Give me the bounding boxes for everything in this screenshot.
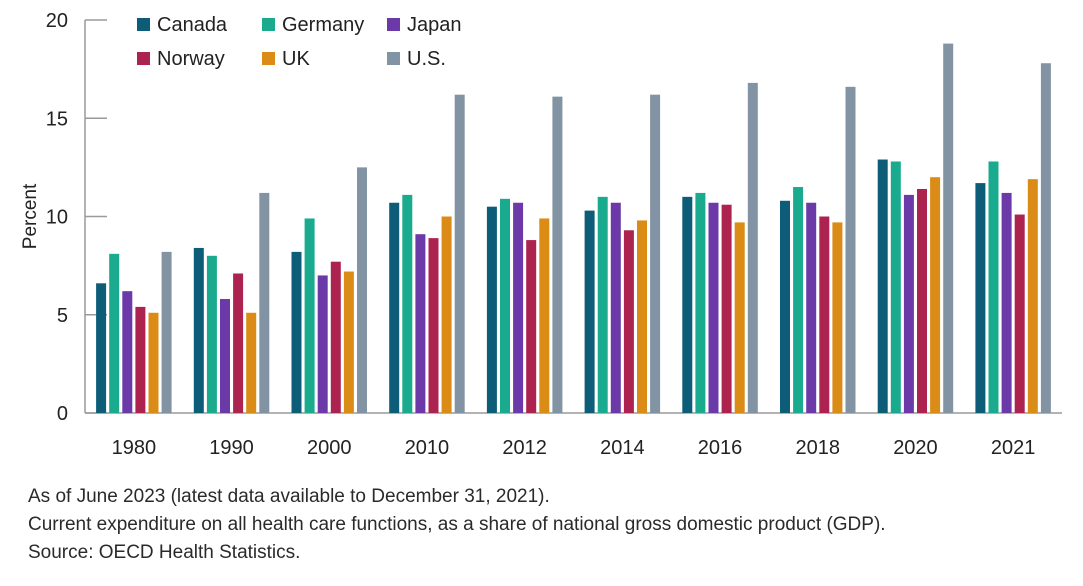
bar-canada-2010 [389, 202, 400, 413]
legend-swatch [262, 18, 275, 31]
bar-us-2012 [552, 96, 563, 413]
health-expenditure-chart: 0 5 10 15 20 Percent 1980 1990 2000 2010 2012 2014… [20, 10, 1062, 459]
bar-canada-1990 [193, 247, 204, 413]
bar-uk-2000 [343, 271, 354, 413]
bar-uk-2020 [930, 177, 941, 413]
bar-japan-2018 [806, 202, 817, 413]
bar-japan-2010 [415, 234, 426, 413]
bar-uk-2021 [1027, 179, 1038, 413]
legend: Canada Germany Japan Norway UK U.S. [137, 14, 462, 70]
bar-us-2018 [845, 86, 856, 413]
y-axis: 0 5 10 15 20 Percent [20, 10, 107, 425]
bar-norway-2018 [819, 216, 830, 413]
legend-label: U.S. [407, 48, 446, 70]
bar-us-2010 [454, 94, 465, 414]
x-tick-label: 2000 [307, 437, 352, 459]
bar-norway-2021 [1014, 214, 1025, 413]
x-tick-label: 2014 [600, 437, 645, 459]
bar-germany-2021 [988, 161, 999, 413]
bar-canada-1980 [96, 283, 107, 413]
x-tick-label: 2021 [991, 437, 1036, 459]
bar-norway-2010 [428, 238, 439, 413]
bar-us-2016 [747, 82, 758, 413]
bar-germany-2018 [793, 187, 804, 413]
bar-us-1990 [259, 192, 270, 413]
x-tick-label: 2010 [405, 437, 450, 459]
bar-us-2020 [943, 43, 954, 414]
legend-label: UK [282, 48, 310, 70]
y-tick-label: 10 [46, 207, 68, 229]
x-axis: 1980 1990 2000 2010 2012 2014 2016 2018 2020 2021 [85, 412, 1062, 459]
bar-germany-2014 [597, 196, 608, 413]
footnote-source: Source: OECD Health Statistics. [28, 542, 301, 563]
bar-uk-2010 [441, 216, 452, 413]
bar-japan-2012 [513, 202, 524, 413]
legend-label: Germany [282, 14, 364, 36]
bar-canada-2016 [682, 196, 693, 413]
legend-label: Japan [407, 14, 462, 36]
bar-germany-2010 [402, 194, 413, 413]
bar-japan-1980 [122, 291, 133, 413]
bar-canada-2014 [584, 210, 595, 413]
x-tick-label: 1990 [209, 437, 254, 459]
bar-japan-2014 [610, 202, 621, 413]
y-tick-label: 5 [57, 305, 68, 327]
bar-norway-2000 [330, 261, 341, 413]
bar-japan-2000 [317, 275, 328, 413]
bar-norway-2014 [623, 230, 634, 413]
bar-germany-2016 [695, 192, 706, 413]
bar-norway-2012 [526, 240, 537, 413]
bar-norway-1980 [135, 306, 146, 413]
bar-japan-1990 [220, 299, 230, 413]
x-tick-label: 2016 [698, 437, 743, 459]
bar-norway-2016 [721, 204, 732, 413]
bar-japan-2020 [903, 194, 914, 413]
x-tick-label: 2012 [502, 437, 547, 459]
bar-canada-2012 [486, 206, 497, 413]
footnote-definition: Current expenditure on all health care f… [28, 514, 886, 535]
legend-label: Norway [157, 48, 225, 70]
bar-canada-2000 [291, 251, 302, 413]
legend-swatch [137, 18, 150, 31]
bars [96, 43, 1051, 414]
bar-us-2014 [650, 94, 661, 414]
footnote-date: As of June 2023 (latest data available t… [28, 486, 550, 507]
x-tick-label: 2020 [893, 437, 938, 459]
y-tick-label: 0 [57, 403, 68, 425]
legend-swatch [387, 52, 400, 65]
bar-germany-2012 [500, 198, 510, 413]
bar-us-2000 [357, 167, 367, 413]
bar-uk-1980 [148, 312, 159, 413]
bar-us-1980 [161, 251, 172, 413]
bar-germany-2000 [304, 218, 315, 413]
x-tick-label: 1980 [112, 437, 157, 459]
bar-germany-1980 [109, 253, 120, 413]
bar-canada-2018 [780, 200, 790, 413]
bar-uk-2016 [734, 222, 745, 413]
bar-japan-2016 [708, 202, 719, 413]
bar-canada-2020 [877, 159, 888, 413]
bar-germany-2020 [890, 161, 901, 413]
bar-us-2021 [1040, 63, 1051, 413]
legend-swatch [387, 18, 400, 31]
x-tick-label: 2018 [796, 437, 841, 459]
bar-germany-1990 [206, 255, 217, 413]
y-tick-label: 20 [46, 10, 68, 32]
legend-swatch [137, 52, 150, 65]
bar-canada-2021 [975, 183, 986, 413]
y-axis-title: Percent [20, 183, 41, 249]
y-tick-label: 15 [46, 108, 68, 130]
bar-uk-2014 [637, 220, 647, 413]
legend-label: Canada [157, 14, 228, 36]
bar-norway-1990 [233, 273, 244, 413]
bar-japan-2021 [1001, 192, 1012, 413]
bar-norway-2020 [917, 188, 927, 413]
bar-uk-2018 [832, 222, 843, 413]
legend-swatch [262, 52, 275, 65]
bar-uk-1990 [246, 312, 257, 413]
bar-uk-2012 [539, 218, 550, 413]
